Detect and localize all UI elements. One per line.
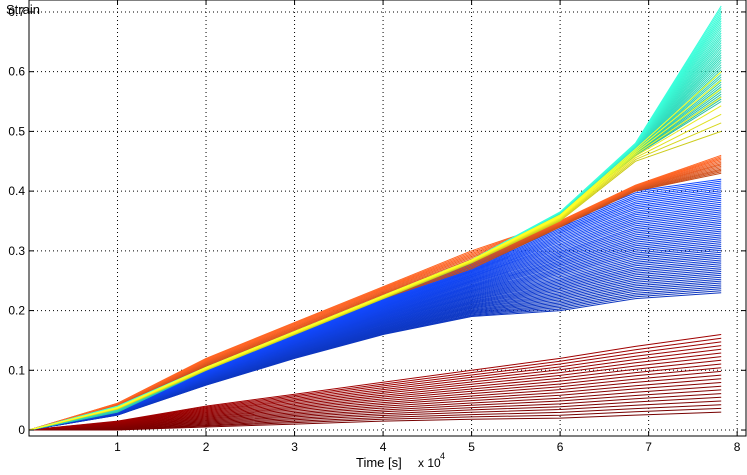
y-tick-label: 0.5 <box>8 124 25 138</box>
series-line <box>28 356 722 431</box>
series-line <box>28 363 722 431</box>
series-line <box>28 348 722 431</box>
series-line <box>29 411 722 431</box>
axes-layer <box>28 0 747 437</box>
series-line <box>28 404 722 431</box>
series-line <box>28 385 722 431</box>
x-axis-title: Time [s] <box>356 455 402 470</box>
axes-box <box>28 0 747 437</box>
series-line <box>28 359 722 431</box>
x-tick-label: 4 <box>380 440 387 454</box>
series-line <box>28 345 722 431</box>
y-axis-title: Strain <box>6 2 40 17</box>
x-tick-label: 5 <box>468 440 475 454</box>
x-axis-multiplier-exponent: 4 <box>440 451 445 461</box>
series-line <box>28 374 722 431</box>
x-tick-label: 6 <box>557 440 564 454</box>
y-tick-label: 0.4 <box>8 184 25 198</box>
series-line <box>28 334 722 431</box>
series-line <box>28 396 722 431</box>
series-line <box>28 389 722 431</box>
y-tick-label: 0 <box>18 423 25 437</box>
y-tick-label: 0.6 <box>8 65 25 79</box>
tick-labels: 1 2 3 4 5 6 7 8 0 0.1 0.2 0.3 0.4 0.5 0.6 0.7 <box>8 5 740 454</box>
grid-layer <box>29 0 746 436</box>
x-tick-label: 2 <box>203 440 210 454</box>
series-layer <box>28 5 722 431</box>
y-tick-label: 0.3 <box>8 244 25 258</box>
y-tick-label: 0.1 <box>8 363 25 377</box>
x-axis-multiplier: x 10 <box>418 456 441 470</box>
series-line <box>28 341 722 431</box>
y-tick-label: 0.2 <box>8 304 25 318</box>
x-tick-label: 1 <box>114 440 121 454</box>
series-line <box>28 400 722 431</box>
series-line <box>28 367 722 431</box>
x-tick-label: 3 <box>291 440 298 454</box>
series-line <box>28 393 722 431</box>
x-tick-label: 7 <box>645 440 652 454</box>
series-line <box>28 382 722 431</box>
y-tick-label: 0.7 <box>8 5 25 19</box>
series-line <box>28 378 722 431</box>
series-line <box>28 337 722 431</box>
series-line <box>28 407 722 431</box>
series-line <box>28 352 722 431</box>
x-tick-label: 8 <box>734 440 741 454</box>
series-line <box>28 370 722 431</box>
series-line <box>28 71 722 431</box>
series-line <box>28 154 722 431</box>
